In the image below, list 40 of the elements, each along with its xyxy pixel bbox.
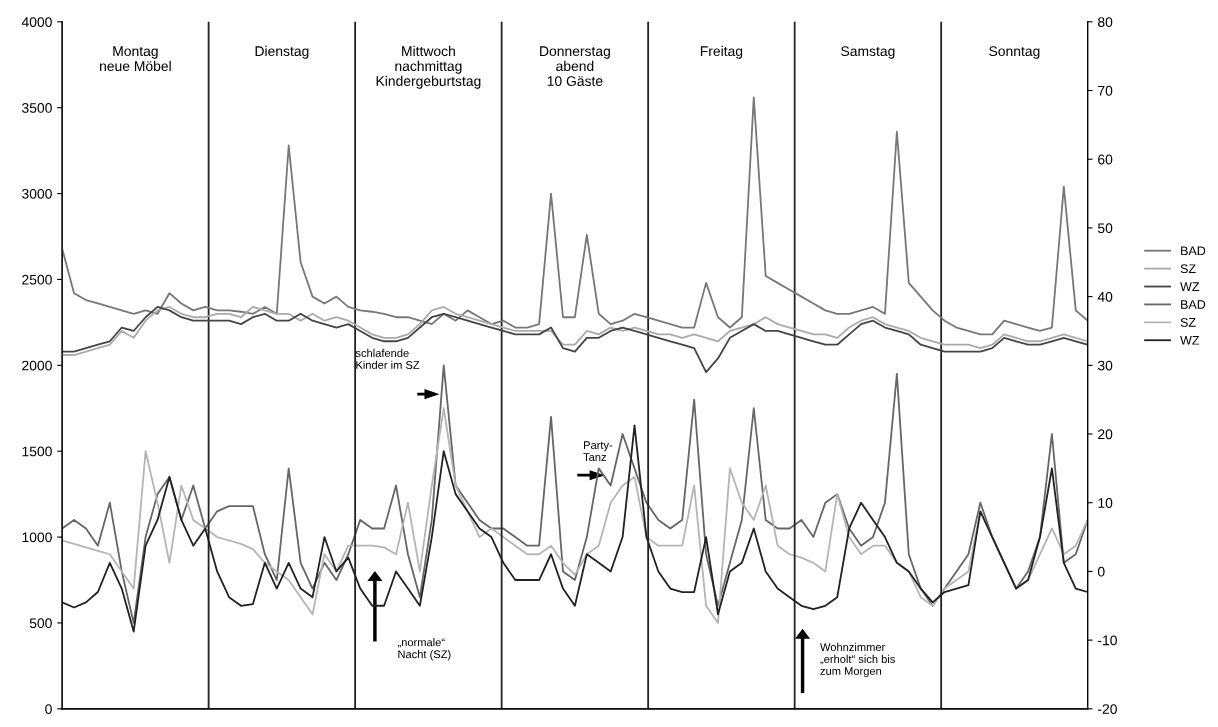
line-series [62, 96, 1088, 336]
annotation: Dienstag [255, 45, 309, 59]
y2-tick-label: -10 [1098, 635, 1117, 646]
line-series [62, 306, 1088, 356]
annotation: Mittwoch nachmittag Kindergeburtstag [376, 45, 481, 89]
y2-tick-label: 80 [1098, 17, 1113, 27]
y-tick-label: 4000 [21, 17, 52, 27]
annotation: Party- Tanz [583, 441, 613, 462]
annotation: schlafende Kinder im SZ [355, 348, 420, 369]
y-tick-label: 1500 [22, 446, 52, 457]
y2-tick-label: 20 [1098, 429, 1113, 440]
y-tick-label: 1000 [22, 532, 52, 543]
y-tick-label: 0 [45, 704, 52, 714]
y2-tick-label: 10 [1098, 498, 1113, 508]
y-tick-label: 500 [29, 618, 52, 629]
y-tick-label: 2500 [22, 274, 52, 285]
annotation: „normale“ Nacht (SZ) [397, 638, 451, 661]
legend-label: BAD [1181, 300, 1206, 309]
y2-tick-label: 0 [1097, 566, 1105, 577]
y2-tick-label: -20 [1098, 704, 1117, 714]
annotation: Montag neue Möbel [100, 46, 171, 72]
annotation: Samstag [841, 46, 895, 59]
annotation: Freitag [700, 45, 743, 59]
annotation: Sonntag [989, 46, 1040, 59]
y-tick-label: 2000 [22, 360, 52, 371]
y-tick-label: 3500 [22, 103, 52, 113]
legend-label: SZ [1180, 264, 1196, 274]
legend-label: WZ [1180, 336, 1200, 345]
annotation: Wohnzimmer „erholt“ sich bis zum Morgen [820, 642, 895, 678]
legend-label: SZ [1180, 317, 1196, 327]
legend-label: BAD [1181, 246, 1206, 256]
y2-tick-label: 60 [1098, 154, 1113, 165]
y2-tick-label: 40 [1097, 291, 1113, 302]
line-series [62, 306, 1088, 374]
y-tick-label: 3000 [22, 188, 52, 199]
legend-label: WZ [1180, 282, 1200, 291]
y2-tick-label: 50 [1097, 223, 1113, 234]
y2-tick-label: 70 [1098, 85, 1113, 96]
y2-tick-label: 30 [1097, 360, 1113, 371]
annotation: Donnerstag abend 10 Gäste [540, 46, 610, 86]
